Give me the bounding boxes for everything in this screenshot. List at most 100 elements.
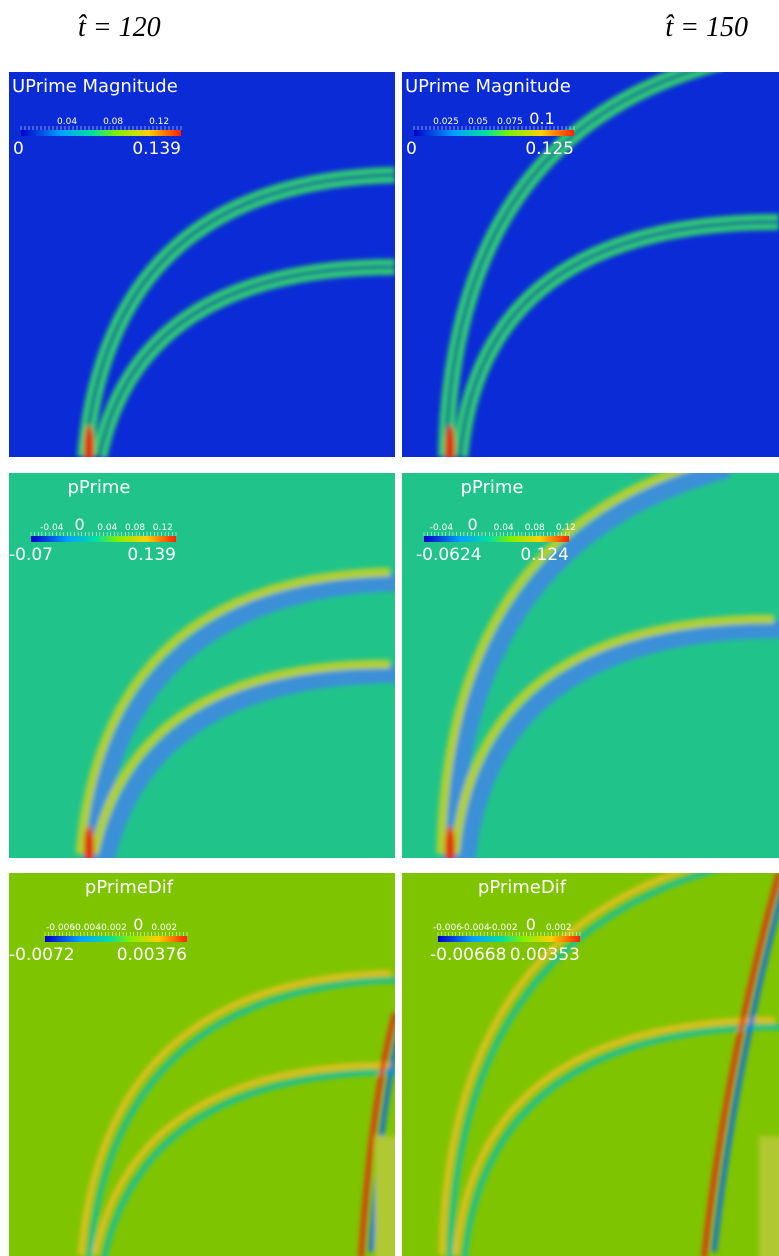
colorbar-tick-label: 0.025 [433,117,459,127]
wave-strong [358,1012,395,1256]
colorbar-tick-label: 0.08 [525,523,545,533]
wave-low [443,473,731,858]
wave-low [82,573,395,858]
colorbar [45,936,187,942]
wave-high [439,873,686,1256]
colorbar-min: -0.0624 [416,545,482,565]
colorbar-tick-label: 0.075 [497,117,523,127]
panel: pPrimeDif -0.006-0.004-0.002 0 0.002 -0.0072… [9,873,395,1256]
panel: pPrime -0.04 0 0.04 0.08 0.12 -0.07 0.139 [9,473,395,858]
colorbar-tick-label: 0 [133,915,143,934]
panel: pPrime -0.04 0 0.04 0.08 0.12 -0.0624 0.124 [402,473,779,858]
source-spot [445,425,455,457]
colorbar-tick-label: 0.04 [494,523,514,533]
colorbar-min: -0.0072 [9,945,75,965]
wave-low [457,620,779,858]
waves [438,72,779,457]
panel-title: pPrime [68,477,131,498]
colorbar-tick-label: 0.04 [97,523,117,533]
field-image [402,72,779,457]
colorbar-tick-label: 0.08 [103,117,123,127]
wave-high [89,659,391,855]
source-spot [84,425,94,457]
colorbar-max: 0.125 [525,139,574,159]
wave-high [92,1062,392,1256]
colorbar-tick-label: 0 [526,915,536,934]
colorbar-tick-label: -0.002 [489,923,518,933]
source-spot [84,826,94,858]
source-spot [445,826,455,858]
colorbar [424,536,569,542]
field-image [9,473,395,858]
panel-title: UPrime Magnitude [405,76,571,97]
colorbar-tick-label: -0.006 [433,923,462,933]
waves [78,970,395,1256]
colorbar-tick-label: -0.004 [72,923,101,933]
wave-low [461,1024,779,1256]
wave-low [86,977,395,1256]
colorbar-min: 0 [406,139,417,159]
panel-title: UPrime Magnitude [12,76,178,97]
colorbar-tick-label: -0.04 [430,523,454,533]
wave-core [97,265,395,457]
colorbar-min: -0.07 [9,545,53,565]
colorbar-tick-label: 0 [74,515,84,534]
colorbar-tick-label: 0.08 [125,523,145,533]
colorbar-tick-label: -0.002 [98,923,127,933]
colorbar-max: 0.00376 [117,945,187,965]
column-header: t̂ = 150 [665,12,748,43]
colorbar-min: 0 [13,139,24,159]
wave-high [453,1017,776,1256]
far-region [759,1136,779,1256]
colorbar [31,536,176,542]
colorbar-tick-label: 0.1 [529,109,554,128]
colorbar [21,130,181,136]
colorbar-tick-label: 0.12 [149,117,169,127]
colorbar-tick-label: 0.04 [57,117,77,127]
panel: UPrime Magnitude 0.04 0.08 0.12 0 0.139 [9,72,395,457]
colorbar [438,936,580,942]
wave-high [75,567,391,855]
colorbar-max: 0.139 [132,139,181,159]
waves [77,167,395,457]
field-image [402,873,779,1256]
waves [75,567,395,858]
colorbar-tick-label: -0.04 [40,523,64,533]
colorbar-tick-label: -0.004 [461,923,490,933]
field-image [9,72,395,457]
wave-low [97,665,395,858]
colorbar-tick-label: 0.002 [151,923,177,933]
colorbar-tick-label: 0.12 [556,523,576,533]
wave-high [450,614,775,855]
colorbar-max: 0.00353 [510,945,580,965]
wave-high [436,473,687,855]
colorbar-min: -0.00668 [430,945,506,965]
waves [439,873,779,1256]
colorbar-tick-label: 0.05 [468,117,488,127]
colorbar-tick-label: -0.006 [46,923,75,933]
panel: UPrime Magnitude 0.025 0.05 0.075 0.1 0 0.125 [402,72,779,457]
colorbar-tick-label: 0 [467,515,477,534]
wave-strong-low [711,894,779,1253]
panel: pPrimeDif -0.006-0.004-0.002 0 0.002 -0.0066… [402,873,779,1256]
panel-title: pPrimeDif [478,877,567,898]
wave-core [458,220,779,457]
colorbar-tick-label: 0.002 [546,923,572,933]
wave-strong [701,873,779,1256]
wave-core [83,173,395,457]
wave-core [444,72,694,457]
colorbar [414,130,574,136]
column-header: t̂ = 120 [78,12,161,43]
colorbar-tick-label: 0.12 [153,523,173,533]
wave-low [447,873,716,1256]
far-region [375,1136,395,1256]
panel-title: pPrime [461,477,524,498]
wave-low [101,1069,395,1256]
waves [436,473,779,858]
wave-strong-low [368,1038,395,1253]
field-image [402,473,779,858]
colorbar-max: 0.124 [520,545,569,565]
colorbar-max: 0.139 [127,545,176,565]
wave-high [78,970,392,1256]
